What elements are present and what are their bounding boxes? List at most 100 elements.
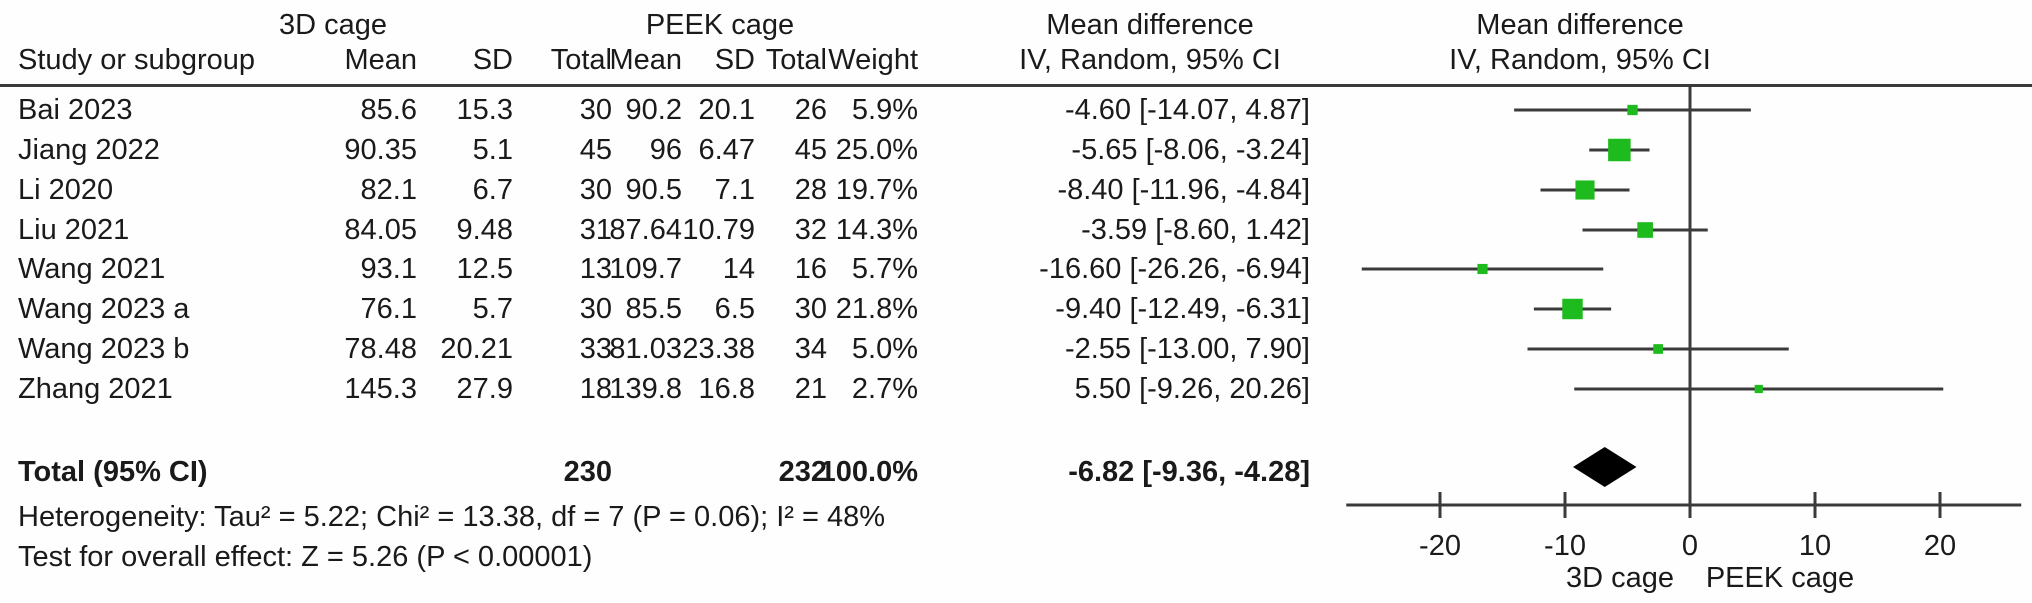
table-cell-e_mean: 84.05: [344, 214, 417, 246]
table-cell-e_sd: 5.7: [472, 293, 513, 325]
table-cell-e_total: 31: [579, 214, 612, 246]
table-cell-e_sd: 6.7: [472, 174, 513, 206]
table-cell-ci: -3.59 [-8.60, 1.42]: [1081, 214, 1310, 246]
table-cell-ci: -8.40 [-11.96, -4.84]: [1057, 174, 1310, 206]
table-cell-c_total: 30: [794, 293, 827, 325]
table-cell-c_sd: 10.79: [682, 214, 755, 246]
pooled-effect-diamond: [1573, 447, 1637, 487]
total-exp-n: 230: [563, 456, 612, 488]
table-cell-c_total: 45: [794, 134, 827, 166]
col-header-weight: Weight: [828, 44, 918, 76]
col-header-mean-exp: Mean: [344, 44, 417, 76]
table-cell-e_mean: 82.1: [360, 174, 417, 206]
axis-tick-label: 10: [1798, 530, 1832, 562]
table-cell-ci: -4.60 [-14.07, 4.87]: [1064, 94, 1310, 126]
table-cell-c_sd: 7.1: [714, 174, 755, 206]
table-cell-e_total: 30: [579, 94, 612, 126]
table-cell-c_mean: 96: [649, 134, 682, 166]
group-header-3d-cage: 3D cage: [278, 9, 388, 41]
table-cell-e_sd: 5.1: [472, 134, 513, 166]
axis-tick-label: 0: [1681, 530, 1699, 562]
col-header-sd-exp: SD: [472, 44, 513, 76]
study-label: Zhang 2021: [18, 373, 173, 405]
col-header-sd-ctrl: SD: [714, 44, 755, 76]
effect-marker: [1653, 344, 1663, 354]
table-cell-c_mean: 90.5: [625, 174, 682, 206]
table-cell-c_total: 21: [794, 373, 827, 405]
table-cell-e_mean: 145.3: [344, 373, 417, 405]
effect-marker: [1627, 104, 1638, 116]
table-cell-e_total: 30: [579, 293, 612, 325]
col-header-total-exp: Total: [550, 44, 612, 76]
table-cell-e_sd: 20.21: [440, 333, 513, 365]
effect-marker: [1754, 384, 1763, 394]
table-cell-weight: 5.9%: [851, 94, 918, 126]
table-cell-c_sd: 16.8: [698, 373, 755, 405]
table-cell-e_mean: 76.1: [360, 293, 417, 325]
table-cell-c_mean: 81.03: [609, 333, 682, 365]
table-cell-e_sd: 9.48: [456, 214, 513, 246]
study-label: Wang 2023 b: [18, 333, 190, 365]
total-row-label: Total (95% CI): [18, 456, 208, 488]
table-cell-e_total: 45: [579, 134, 612, 166]
effect-marker: [1575, 180, 1595, 200]
effect-marker: [1637, 222, 1653, 238]
table-cell-e_sd: 15.3: [456, 94, 513, 126]
group-header-peek-cage: PEEK cage: [645, 9, 795, 41]
total-weight: 100.0%: [819, 456, 918, 488]
overall-effect-test-text: Test for overall effect: Z = 5.26 (P < 0…: [18, 541, 593, 573]
axis-label-3d-cage: 3D cage: [1565, 562, 1675, 594]
table-cell-c_total: 16: [794, 253, 827, 285]
column-group-mean-difference-text: Mean difference: [1046, 9, 1254, 41]
study-label: Liu 2021: [18, 214, 130, 246]
table-cell-c_total: 28: [794, 174, 827, 206]
axis-tick-label: -20: [1419, 530, 1461, 562]
table-cell-e_total: 13: [579, 253, 612, 285]
table-cell-c_sd: 6.47: [698, 134, 755, 166]
table-cell-e_total: 18: [579, 373, 612, 405]
table-cell-e_total: 30: [579, 174, 612, 206]
table-cell-weight: 21.8%: [835, 293, 918, 325]
table-cell-ci: -2.55 [-13.00, 7.90]: [1064, 333, 1310, 365]
table-cell-c_sd: 23.38: [682, 333, 755, 365]
table-cell-weight: 19.7%: [835, 174, 918, 206]
study-label: Jiang 2022: [18, 134, 160, 166]
col-header-ci-method-left: IV, Random, 95% CI: [1019, 44, 1281, 76]
table-cell-e_mean: 93.1: [360, 253, 417, 285]
study-label: Wang 2023 a: [18, 293, 190, 325]
axis-tick-label: 20: [1923, 530, 1957, 562]
table-cell-e_mean: 78.48: [344, 333, 417, 365]
plot-title-mean-difference: Mean difference: [1476, 9, 1684, 41]
table-cell-c_total: 32: [794, 214, 827, 246]
table-cell-ci: -9.40 [-12.49, -6.31]: [1055, 293, 1310, 325]
total-ci-text: -6.82 [-9.36, -4.28]: [1068, 456, 1310, 488]
study-label: Bai 2023: [18, 94, 133, 126]
table-cell-c_total: 26: [794, 94, 827, 126]
effect-marker: [1562, 298, 1583, 320]
study-label: Wang 2021: [18, 253, 166, 285]
col-header-ci-method-right: IV, Random, 95% CI: [1449, 44, 1711, 76]
table-cell-c_sd: 6.5: [714, 293, 755, 325]
table-cell-e_mean: 85.6: [360, 94, 417, 126]
total-ctrl-n: 232: [778, 456, 827, 488]
effect-marker: [1477, 263, 1488, 275]
table-cell-weight: 25.0%: [835, 134, 918, 166]
col-header-total-ctrl: Total: [765, 44, 827, 76]
heterogeneity-stats-text: Heterogeneity: Tau² = 5.22; Chi² = 13.38…: [18, 501, 886, 533]
table-cell-c_mean: 90.2: [625, 94, 682, 126]
table-cell-c_mean: 109.7: [609, 253, 682, 285]
table-cell-weight: 5.7%: [851, 253, 918, 285]
header-divider-line: [0, 84, 2032, 87]
table-cell-c_mean: 87.64: [609, 214, 682, 246]
table-cell-c_sd: 14: [722, 253, 755, 285]
table-cell-e_sd: 12.5: [456, 253, 513, 285]
table-cell-weight: 5.0%: [851, 333, 918, 365]
table-cell-c_sd: 20.1: [698, 94, 755, 126]
table-cell-e_total: 33: [579, 333, 612, 365]
table-cell-ci: -5.65 [-8.06, -3.24]: [1071, 134, 1310, 166]
col-header-mean-ctrl: Mean: [609, 44, 682, 76]
table-cell-e_sd: 27.9: [456, 373, 513, 405]
effect-marker: [1608, 138, 1631, 162]
